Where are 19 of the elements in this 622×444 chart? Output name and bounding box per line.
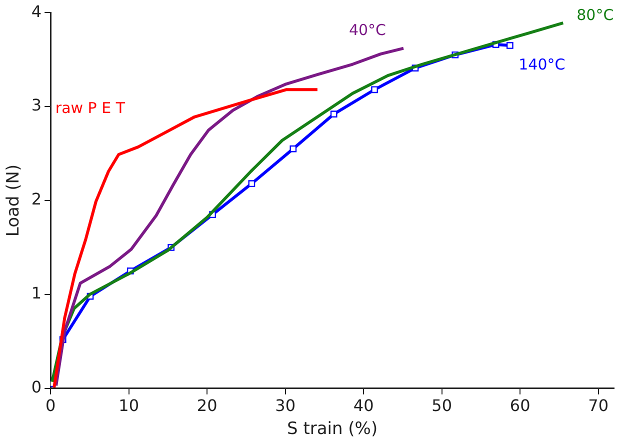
x-tick-label: 40 [353,396,374,416]
x-tick-label: 30 [275,396,296,416]
x-tick-label: 60 [510,396,530,416]
y-tick-label: 4 [31,2,42,21]
x-axis-title: S train (%) [286,419,378,440]
y-tick-label: 3 [31,96,42,115]
series-label: 80°C [576,6,614,24]
y-axis-title: Load (N) [4,164,24,237]
x-tick-label: 10 [118,396,140,416]
y-tick-label: 0 [31,378,42,397]
series-label: 40°C [348,21,386,40]
series-label: 140°C [518,55,566,74]
x-tick-label: 70 [588,396,609,416]
y-tick-label: 1 [31,284,42,303]
text: raw P E T [55,98,126,117]
x-tick-label: 50 [432,396,452,416]
x-tick-label: 20 [196,396,218,416]
x-tick-label: 0 [45,396,56,416]
y-tick-label: 2 [31,190,42,209]
